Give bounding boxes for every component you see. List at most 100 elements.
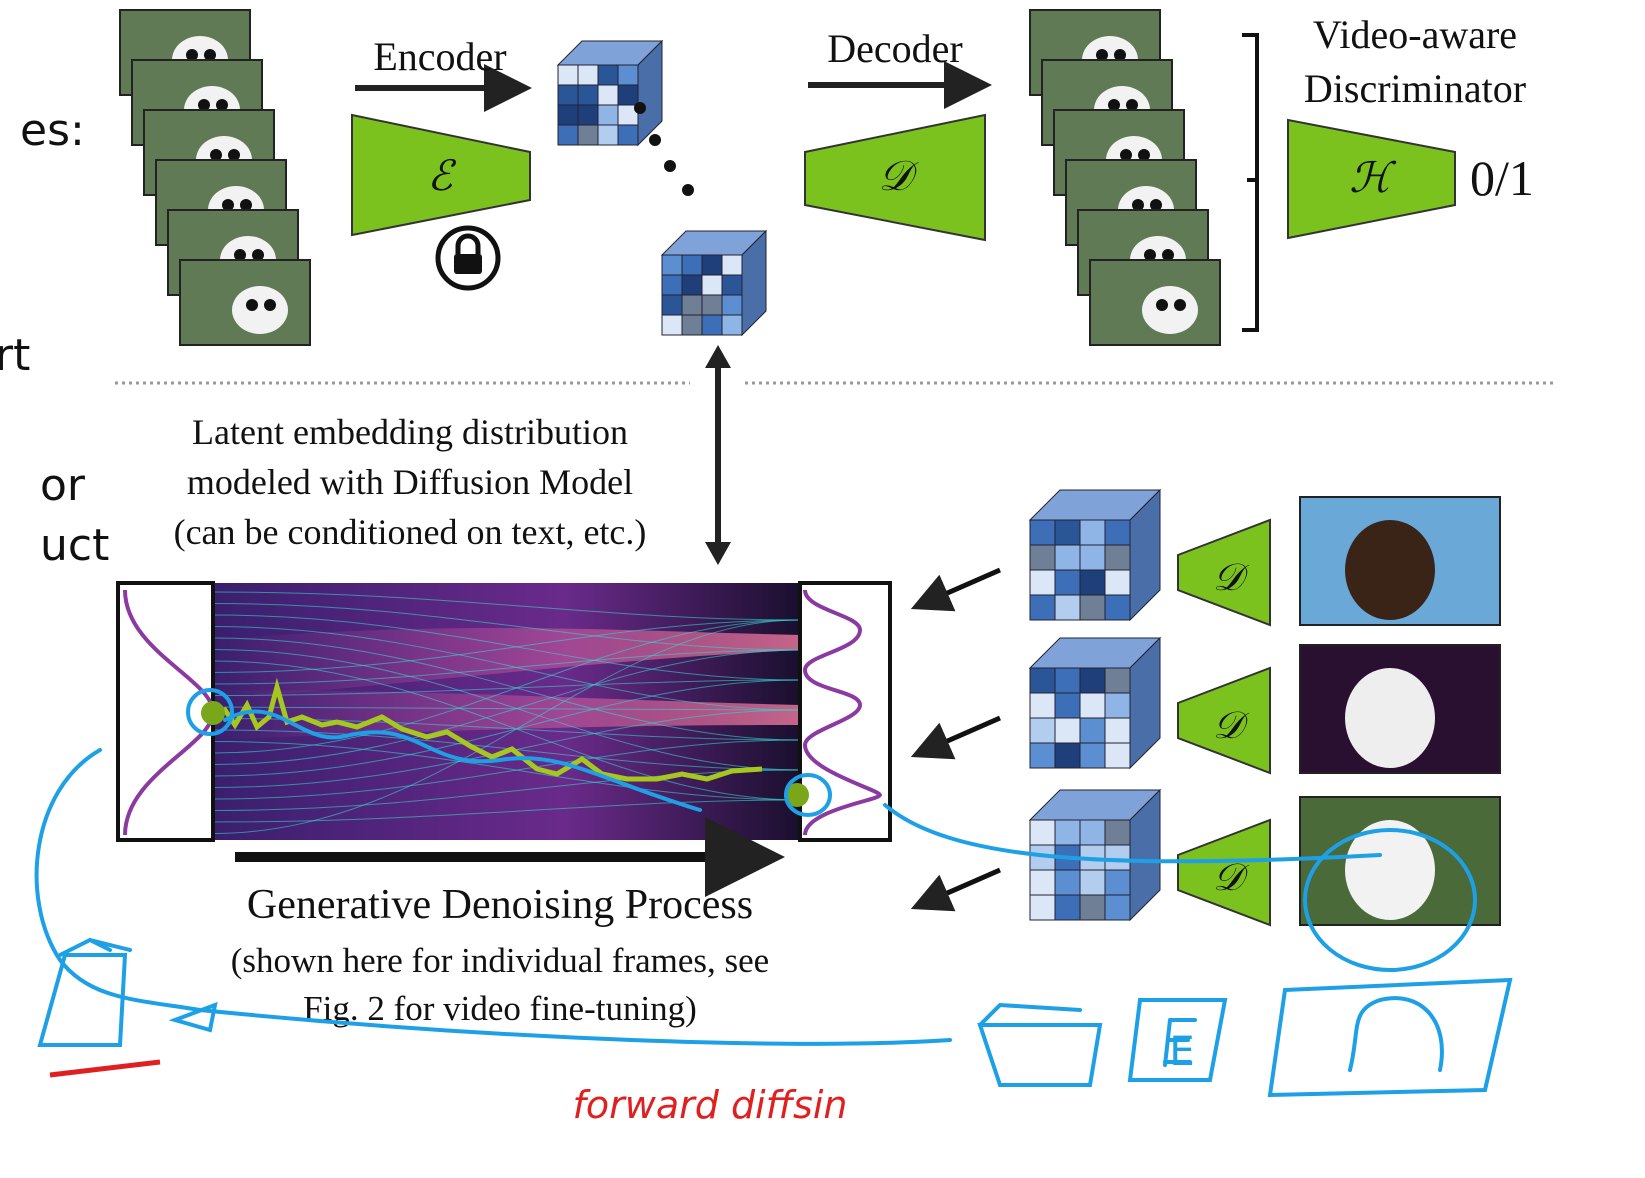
flow-line [212, 741, 801, 801]
cube-cell [557, 124, 579, 146]
panda-eye [234, 249, 246, 261]
cube-cell [1079, 519, 1106, 546]
cube-cell [1079, 869, 1106, 896]
encoder-symbol: ℰ [427, 151, 457, 200]
cube-cell [1029, 594, 1056, 621]
panda-eye [1156, 299, 1168, 311]
cube-cell [1054, 894, 1081, 921]
panda-eye [1144, 249, 1156, 261]
cube-cell [1029, 692, 1056, 719]
cube-cell [1054, 692, 1081, 719]
cube-cell [1029, 819, 1056, 846]
decoder [1177, 518, 1271, 627]
cube-cell [617, 84, 639, 106]
cube-cell [721, 314, 743, 336]
cube-cell [701, 294, 723, 316]
flow-line [212, 660, 801, 801]
flow-line [212, 603, 801, 651]
caption-line: modeled with Diffusion Model [187, 462, 633, 502]
discriminator [1287, 118, 1456, 240]
discriminator-output: 0/1 [1470, 150, 1534, 206]
panda-eye [1132, 199, 1144, 211]
panda-eye [1108, 99, 1120, 111]
cube-cell [681, 294, 703, 316]
panda-eye [204, 49, 216, 61]
cube-cell [1104, 594, 1131, 621]
panda-eye [198, 99, 210, 111]
panda-eye [1126, 99, 1138, 111]
encoder-label: Encoder [373, 34, 506, 79]
cube-cell [1054, 569, 1081, 596]
side-text-line: es: [20, 105, 85, 156]
cube-cell [661, 254, 683, 276]
cube-cell [1079, 544, 1106, 571]
arrow [910, 867, 1002, 912]
panda-eye [186, 49, 198, 61]
cube-cell [1079, 667, 1106, 694]
panda [1142, 286, 1198, 334]
flow-line [212, 706, 801, 711]
panda-eye [252, 249, 264, 261]
flow-line [212, 769, 801, 811]
flow-line [212, 679, 801, 696]
cube-cell [681, 254, 703, 276]
cube-cell [577, 124, 599, 146]
latent-cube [1028, 488, 1162, 622]
sample-subject [1345, 520, 1435, 620]
cube-cell [1104, 717, 1131, 744]
cube-cell [1029, 544, 1056, 571]
cube-cell [1054, 819, 1081, 846]
panda-eye [1120, 149, 1132, 161]
data-distribution [802, 589, 883, 836]
flow-line [212, 591, 801, 621]
cube-cell [1104, 569, 1131, 596]
cube-cell [1079, 894, 1106, 921]
decoder [1177, 666, 1271, 775]
cube-cell [701, 314, 723, 336]
cube-cell [1029, 569, 1056, 596]
handwritten-note: forward diffsin [573, 1083, 848, 1127]
cube-cell [557, 84, 579, 106]
cube-cell [701, 254, 723, 276]
side-text-line: uct [40, 520, 109, 571]
handwriting [34, 688, 1513, 1098]
cube-cell [721, 254, 743, 276]
decoder [804, 113, 986, 242]
panda [232, 286, 288, 334]
underline [49, 1059, 161, 1078]
denoising-trajectory [212, 677, 763, 782]
latent-cube [556, 39, 664, 147]
cube-cell [1104, 519, 1131, 546]
cube-cell [721, 294, 743, 316]
cube-cell [1029, 667, 1056, 694]
cube-cell [1079, 692, 1106, 719]
caption-line: (can be conditioned on text, etc.) [174, 512, 647, 552]
cube-cell [681, 314, 703, 336]
flow-line [212, 649, 801, 765]
cube-cell [577, 104, 599, 126]
discriminator-symbol: ℋ [1349, 153, 1397, 202]
panda-eye [1138, 149, 1150, 161]
panda-eye [1096, 49, 1108, 61]
panda-eye [246, 299, 258, 311]
cube-cell [661, 314, 683, 336]
cube-cell [1054, 717, 1081, 744]
cube-cell [1104, 869, 1131, 896]
cube-cell [617, 64, 639, 86]
cube-cell [597, 124, 619, 146]
caption-line: Latent embedding distribution [192, 412, 628, 452]
panda-eye [1150, 199, 1162, 211]
cube-cell [1029, 519, 1056, 546]
cube-cell [1104, 742, 1131, 769]
flow-line [212, 739, 801, 800]
panda-eye [240, 199, 252, 211]
panda-eye [216, 99, 228, 111]
flow-line [212, 649, 801, 685]
cube-cell [557, 104, 579, 126]
flow-line [212, 709, 801, 788]
cube-cell [1029, 894, 1056, 921]
panda-eye [264, 299, 276, 311]
decoder [1177, 818, 1271, 927]
